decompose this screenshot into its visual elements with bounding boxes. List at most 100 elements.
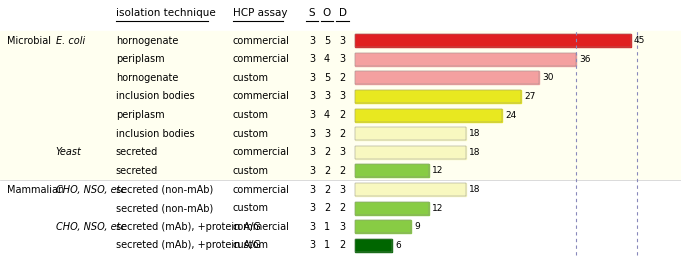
Text: custom: custom: [233, 129, 269, 139]
Bar: [355, 146, 466, 159]
Text: 36: 36: [579, 55, 590, 64]
Text: 30: 30: [542, 73, 554, 82]
Bar: [0, 31, 681, 180]
Bar: [355, 202, 429, 215]
Text: 3: 3: [309, 110, 315, 120]
Bar: [355, 90, 520, 103]
Bar: [355, 164, 429, 178]
Text: 2: 2: [323, 166, 330, 176]
Text: 24: 24: [505, 110, 517, 120]
Text: 2: 2: [339, 110, 346, 120]
Text: 3: 3: [340, 54, 345, 64]
Bar: [355, 146, 466, 159]
Bar: [355, 183, 466, 196]
Bar: [355, 90, 520, 103]
Text: 2: 2: [339, 73, 346, 83]
Text: 27: 27: [524, 92, 535, 101]
Text: periplasm: periplasm: [116, 54, 164, 64]
Text: Mammalian: Mammalian: [7, 185, 64, 194]
Bar: [355, 183, 466, 196]
Text: inclusion bodies: inclusion bodies: [116, 129, 194, 139]
Text: 9: 9: [414, 222, 419, 231]
Bar: [355, 164, 429, 178]
Text: 3: 3: [340, 92, 345, 101]
Bar: [355, 108, 502, 122]
Text: hornogenate: hornogenate: [116, 36, 178, 46]
Text: 5: 5: [323, 36, 330, 46]
Text: 4: 4: [324, 110, 330, 120]
Text: 18: 18: [469, 185, 480, 194]
Text: 3: 3: [340, 147, 345, 157]
Bar: [0, 180, 681, 255]
Text: 18: 18: [469, 148, 480, 157]
Text: 18: 18: [469, 129, 480, 138]
Text: E. coli: E. coli: [56, 36, 85, 46]
Text: O: O: [323, 8, 331, 18]
Text: secreted (non-mAb): secreted (non-mAb): [116, 185, 213, 194]
Text: 2: 2: [339, 166, 346, 176]
Text: secreted: secreted: [116, 166, 158, 176]
Bar: [355, 34, 631, 47]
Text: 3: 3: [309, 222, 315, 232]
Text: 6: 6: [396, 241, 401, 250]
Text: 2: 2: [339, 240, 346, 250]
Text: 12: 12: [432, 204, 443, 213]
Bar: [355, 202, 429, 215]
Text: 12: 12: [432, 166, 443, 176]
Text: 2: 2: [323, 185, 330, 194]
Text: 1: 1: [324, 240, 330, 250]
Bar: [355, 53, 575, 66]
Text: 45: 45: [634, 36, 646, 45]
Text: 3: 3: [309, 166, 315, 176]
Text: commercial: commercial: [233, 36, 290, 46]
Text: HCP assay: HCP assay: [233, 8, 287, 18]
Text: Yeast: Yeast: [56, 147, 82, 157]
Text: 3: 3: [340, 36, 345, 46]
Bar: [355, 71, 539, 84]
Text: custom: custom: [233, 73, 269, 83]
Text: custom: custom: [233, 240, 269, 250]
Text: custom: custom: [233, 110, 269, 120]
Text: CHO, NSO, etc: CHO, NSO, etc: [56, 222, 126, 232]
Bar: [355, 127, 466, 140]
Text: D: D: [338, 8, 347, 18]
Text: 3: 3: [309, 92, 315, 101]
Text: 3: 3: [340, 222, 345, 232]
Text: inclusion bodies: inclusion bodies: [116, 92, 194, 101]
Bar: [355, 220, 411, 233]
Text: 3: 3: [324, 129, 330, 139]
Text: hornogenate: hornogenate: [116, 73, 178, 83]
Bar: [355, 239, 392, 252]
Text: 4: 4: [324, 54, 330, 64]
Text: 3: 3: [340, 185, 345, 194]
Text: CHO, NSO, etc: CHO, NSO, etc: [56, 185, 126, 194]
Bar: [355, 34, 631, 47]
Text: 3: 3: [309, 240, 315, 250]
Text: 3: 3: [309, 147, 315, 157]
Text: S: S: [308, 8, 315, 18]
Text: Microbial: Microbial: [7, 36, 51, 46]
Text: commercial: commercial: [233, 92, 290, 101]
Text: secreted (non-mAb): secreted (non-mAb): [116, 203, 213, 213]
Text: 1: 1: [324, 222, 330, 232]
Text: isolation technique: isolation technique: [116, 8, 215, 18]
Text: secreted (mAb), +protein A/G: secreted (mAb), +protein A/G: [116, 222, 261, 232]
Text: commercial: commercial: [233, 222, 290, 232]
Text: 3: 3: [309, 185, 315, 194]
Bar: [355, 239, 392, 252]
Text: 2: 2: [339, 203, 346, 213]
Text: 3: 3: [309, 36, 315, 46]
Text: 5: 5: [323, 73, 330, 83]
Text: 2: 2: [339, 129, 346, 139]
Text: periplasm: periplasm: [116, 110, 164, 120]
Text: custom: custom: [233, 166, 269, 176]
Text: 3: 3: [309, 73, 315, 83]
Text: 3: 3: [324, 92, 330, 101]
Bar: [355, 71, 539, 84]
Text: commercial: commercial: [233, 54, 290, 64]
Text: secreted (mAb), +protein A/G: secreted (mAb), +protein A/G: [116, 240, 261, 250]
Bar: [355, 220, 411, 233]
Text: 2: 2: [323, 147, 330, 157]
Text: 3: 3: [309, 203, 315, 213]
Text: commercial: commercial: [233, 185, 290, 194]
